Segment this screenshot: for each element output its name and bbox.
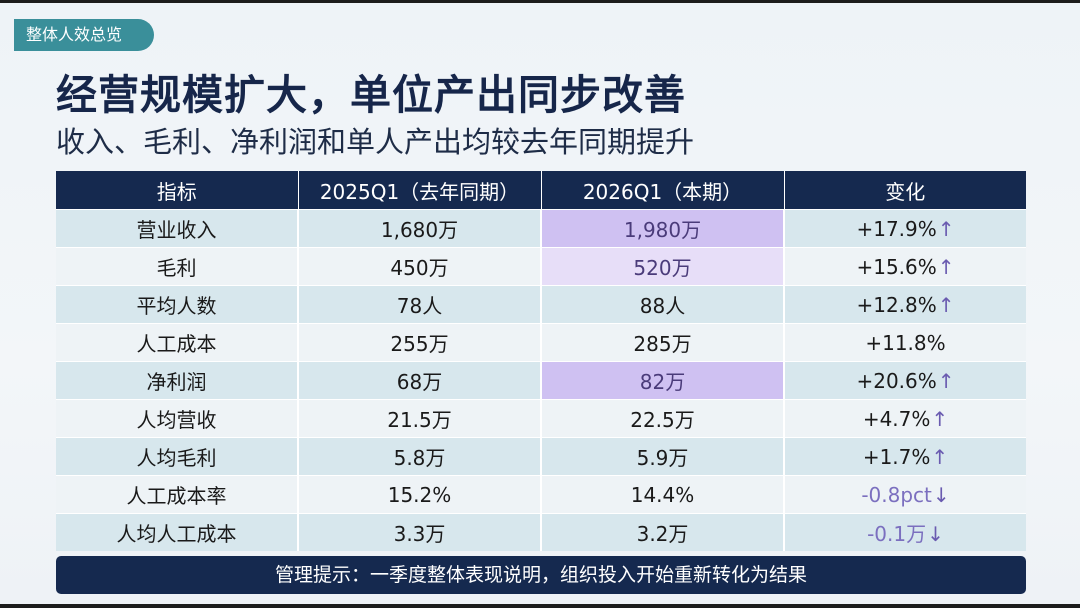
table-row: 平均人数 78人 88人 +12.8%↑	[56, 285, 1026, 324]
table-row: 营业收入 1,680万 1,980万 +17.9%↑	[56, 209, 1026, 248]
cell-change: -0.8pct↓	[784, 475, 1026, 514]
cell-metric: 净利润	[56, 361, 299, 400]
cell-curr: 82万	[541, 361, 785, 400]
cell-prev: 21.5万	[298, 399, 542, 438]
arrow-up-icon: ↑	[937, 254, 955, 279]
arrow-up-icon: ↑	[931, 406, 949, 431]
cell-curr: 14.4%	[541, 475, 785, 514]
change-value: -0.8pct	[861, 482, 932, 507]
change-value: +11.8%	[865, 330, 946, 355]
cell-curr: 1,980万	[541, 209, 785, 248]
cell-metric: 营业收入	[56, 209, 299, 248]
cell-metric: 人工成本	[56, 323, 299, 362]
metrics-table: 指标 2025Q1（去年同期） 2026Q1（本期） 变化 营业收入 1,680万…	[56, 171, 1026, 551]
cell-curr: 5.9万	[541, 437, 785, 476]
cell-prev: 450万	[298, 247, 542, 286]
section-tag: 整体人效总览	[14, 19, 154, 51]
change-value: +1.7%	[862, 444, 931, 469]
cell-metric: 人均营收	[56, 399, 299, 438]
cell-change: +1.7%↑	[784, 437, 1026, 476]
header-metric: 指标	[56, 171, 299, 210]
cell-change: +4.7%↑	[784, 399, 1026, 438]
cell-change: +11.8%	[784, 323, 1026, 362]
change-value: +12.8%	[856, 292, 937, 317]
change-value: -0.1万	[867, 522, 927, 546]
change-value: +20.6%	[856, 368, 937, 393]
cell-metric: 人工成本率	[56, 475, 299, 514]
cell-change: +12.8%↑	[784, 285, 1026, 324]
change-value: +17.9%	[856, 216, 937, 241]
cell-metric: 平均人数	[56, 285, 299, 324]
cell-curr: 88人	[541, 285, 785, 324]
cell-prev: 68万	[298, 361, 542, 400]
table-body: 营业收入 1,680万 1,980万 +17.9%↑ 毛利 450万 520万 +15.6%↑…	[56, 209, 1026, 551]
cell-change: -0.1万↓	[784, 513, 1026, 551]
arrow-down-icon: ↓	[927, 522, 944, 546]
management-tip-banner: 管理提示：一季度整体表现说明，组织投入开始重新转化为结果	[56, 556, 1026, 594]
table-row: 人均营收 21.5万 22.5万 +4.7%↑	[56, 399, 1026, 438]
cell-curr: 3.2万	[541, 513, 785, 551]
header-change: 变化	[784, 171, 1026, 210]
table-row: 人工成本 255万 285万 +11.8%	[56, 323, 1026, 362]
page-subtitle: 收入、毛利、净利润和单人产出均较去年同期提升	[56, 125, 695, 159]
cell-prev: 3.3万	[298, 513, 542, 551]
table-row: 人均毛利 5.8万 5.9万 +1.7%↑	[56, 437, 1026, 476]
cell-curr: 285万	[541, 323, 785, 362]
page-title: 经营规模扩大，单位产出同步改善	[56, 71, 686, 119]
cell-prev: 15.2%	[298, 475, 542, 514]
arrow-down-icon: ↓	[932, 482, 950, 507]
arrow-up-icon: ↑	[931, 444, 949, 469]
cell-change: +20.6%↑	[784, 361, 1026, 400]
cell-prev: 78人	[298, 285, 542, 324]
cell-change: +17.9%↑	[784, 209, 1026, 248]
cell-metric: 人均人工成本	[56, 513, 299, 551]
arrow-up-icon: ↑	[937, 292, 955, 317]
header-prev: 2025Q1（去年同期）	[298, 171, 542, 210]
cell-prev: 255万	[298, 323, 542, 362]
arrow-up-icon: ↑	[937, 368, 955, 393]
cell-prev: 5.8万	[298, 437, 542, 476]
arrow-up-icon: ↑	[937, 216, 955, 241]
change-value: +15.6%	[856, 254, 937, 279]
table-row: 净利润 68万 82万 +20.6%↑	[56, 361, 1026, 400]
cell-curr: 22.5万	[541, 399, 785, 438]
table-row: 毛利 450万 520万 +15.6%↑	[56, 247, 1026, 286]
cell-curr: 520万	[541, 247, 785, 286]
table-row: 人工成本率 15.2% 14.4% -0.8pct↓	[56, 475, 1026, 514]
cell-prev: 1,680万	[298, 209, 542, 248]
table-row: 人均人工成本 3.3万 3.2万 -0.1万↓	[56, 513, 1026, 551]
cell-metric: 人均毛利	[56, 437, 299, 476]
cell-metric: 毛利	[56, 247, 299, 286]
change-value: +4.7%	[862, 406, 931, 431]
header-curr: 2026Q1（本期）	[541, 171, 785, 210]
table-header-row: 指标 2025Q1（去年同期） 2026Q1（本期） 变化	[56, 171, 1026, 210]
cell-change: +15.6%↑	[784, 247, 1026, 286]
